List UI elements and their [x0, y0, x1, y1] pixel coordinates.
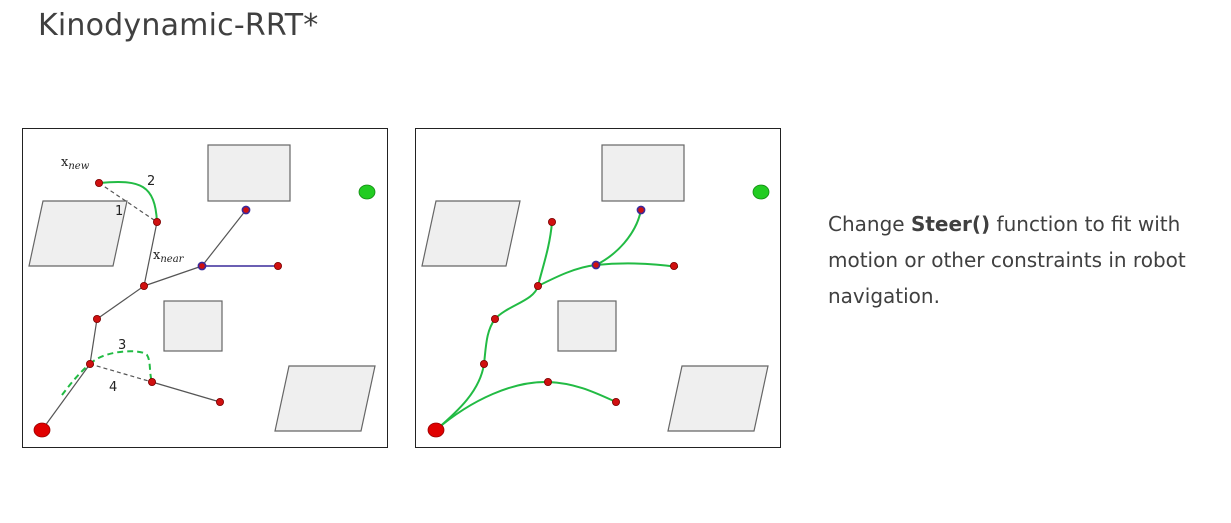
curve-m3-to-m4 — [537, 221, 553, 287]
rrt-straight-panel: xnew xnear 1 2 3 4 — [22, 128, 388, 448]
edge-n1-to-n2 — [89, 318, 98, 365]
goal-node — [358, 184, 376, 200]
node-x-near — [152, 218, 161, 227]
node-n9 — [215, 397, 224, 406]
node-x-new — [95, 179, 104, 188]
steer-curve-start-dashed — [61, 363, 91, 396]
goal-node — [752, 184, 770, 200]
label-step-4: 4 — [109, 380, 117, 395]
kinodynamic-rrt-panel — [415, 128, 781, 448]
steer-curve-2 — [98, 180, 158, 223]
node-n7 — [241, 205, 251, 215]
edge-n5-to-n7 — [201, 209, 247, 267]
label-step-1: 1 — [115, 204, 123, 219]
edge-n2-to-n3 — [96, 285, 145, 320]
curve-m3-to-m5 — [537, 264, 597, 287]
node-m1 — [480, 359, 489, 368]
caption-steer-function: Steer() — [910, 212, 991, 236]
curve-m5-to-m7 — [595, 209, 642, 266]
label-x-new: xnew — [61, 155, 90, 172]
node-m2 — [491, 314, 500, 323]
obstacle-top-rect — [601, 144, 685, 202]
obstacle-parallelogram-right — [667, 365, 769, 432]
node-n5 — [197, 261, 207, 271]
node-m7 — [636, 205, 646, 215]
label-x-near: xnear — [153, 248, 185, 265]
curve-m5-to-m6 — [595, 262, 679, 268]
rrt-straight-diagram: xnew xnear 1 2 3 4 — [28, 144, 376, 438]
caption-post: function to fit with motion or other con… — [828, 212, 1186, 308]
page-title: Kinodynamic-RRT* — [38, 8, 319, 43]
obstacle-center-rect — [557, 300, 617, 352]
edge-n3-to-n5 — [143, 265, 203, 287]
label-step-3: 3 — [118, 338, 126, 353]
steer-caption: Change Steer() function to fit with moti… — [828, 206, 1218, 314]
edge-n3-to-xnear — [143, 221, 158, 287]
curve-start-to-m1 — [435, 363, 485, 431]
node-n8 — [148, 377, 157, 386]
obstacle-center-rect — [163, 300, 223, 352]
node-n1 — [86, 359, 95, 368]
obstacle-parallelogram-left — [421, 200, 521, 267]
caption-pre: Change — [828, 212, 911, 236]
node-m5 — [591, 260, 601, 270]
obstacle-top-rect — [207, 144, 291, 202]
start-node — [427, 422, 445, 438]
curve-m1-to-m2 — [483, 318, 496, 365]
label-step-2: 2 — [147, 174, 155, 189]
node-m3 — [534, 281, 543, 290]
kinodynamic-rrt-diagram — [421, 144, 770, 438]
obstacle-parallelogram-left — [28, 200, 128, 267]
obstacle-parallelogram-right — [274, 365, 376, 432]
node-m4 — [547, 218, 556, 227]
dashed-straight-4 — [89, 363, 153, 383]
node-n2 — [93, 314, 102, 323]
curve-start-to-m8 — [435, 380, 549, 431]
dashed-straight-1 — [98, 182, 158, 223]
node-m6 — [669, 261, 678, 270]
curve-m8-to-m9 — [547, 381, 617, 403]
curve-m2-to-m3 — [494, 285, 539, 320]
edge-n8-to-n9 — [151, 381, 221, 403]
node-n6 — [273, 261, 282, 270]
edge-start-to-n1 — [41, 363, 91, 431]
node-m9 — [611, 397, 620, 406]
start-node — [33, 422, 51, 438]
node-m8 — [543, 377, 552, 386]
node-n3 — [140, 281, 149, 290]
steer-curve-3-dashed — [89, 350, 153, 383]
